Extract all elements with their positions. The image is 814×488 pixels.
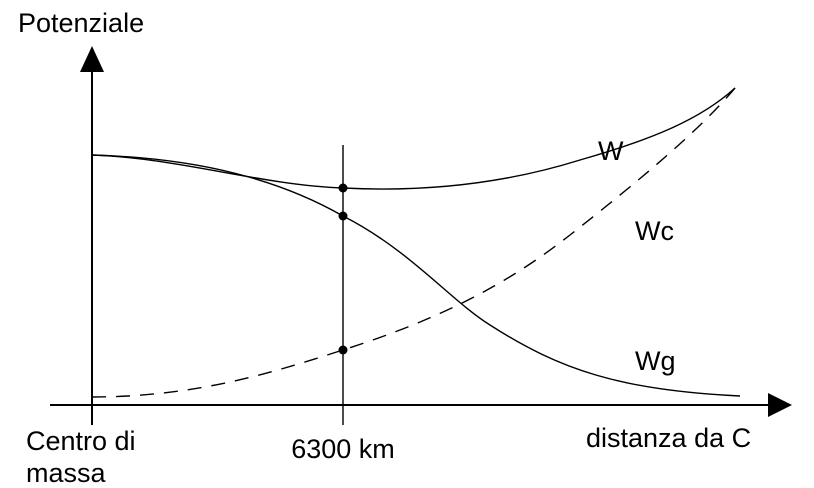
origin-label: Centro di	[26, 426, 136, 456]
curve-label: W	[598, 136, 624, 166]
y-axis-arrow	[80, 46, 104, 72]
origin-label: massa	[26, 458, 107, 488]
point	[338, 183, 348, 193]
point	[338, 211, 348, 221]
curve-w	[91, 87, 736, 190]
curve-label: Wg	[635, 346, 676, 376]
curve-label: Wc	[635, 216, 674, 246]
y-axis-label: Potenziale	[18, 8, 144, 38]
point	[338, 345, 348, 355]
curve-wc	[91, 87, 736, 398]
marker-label: 6300 km	[291, 434, 395, 464]
x-axis-label: distanza da C	[586, 423, 751, 453]
curve-wg	[91, 154, 741, 397]
x-axis-arrow	[768, 393, 792, 417]
